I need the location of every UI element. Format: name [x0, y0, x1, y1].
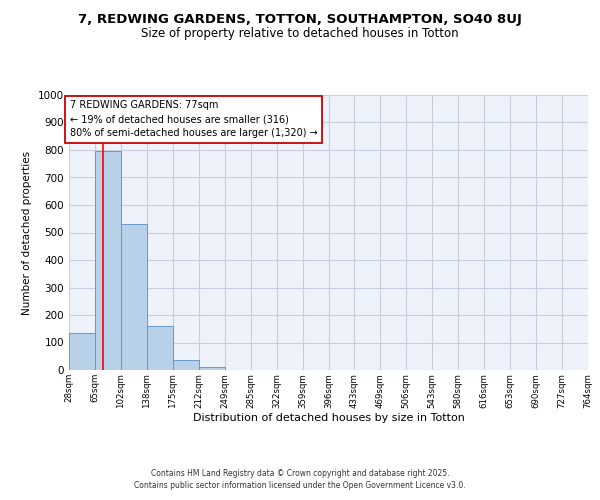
Text: Contains HM Land Registry data © Crown copyright and database right 2025.
Contai: Contains HM Land Registry data © Crown c…: [134, 469, 466, 490]
Y-axis label: Number of detached properties: Number of detached properties: [22, 150, 32, 314]
Text: Size of property relative to detached houses in Totton: Size of property relative to detached ho…: [141, 28, 459, 40]
Bar: [147, 326, 173, 370]
Bar: [121, 224, 147, 370]
Bar: [199, 366, 224, 370]
Bar: [95, 152, 121, 370]
X-axis label: Distribution of detached houses by size in Totton: Distribution of detached houses by size …: [193, 413, 464, 423]
Bar: [173, 360, 199, 370]
Text: 7, REDWING GARDENS, TOTTON, SOUTHAMPTON, SO40 8UJ: 7, REDWING GARDENS, TOTTON, SOUTHAMPTON,…: [78, 12, 522, 26]
Text: 7 REDWING GARDENS: 77sqm
← 19% of detached houses are smaller (316)
80% of semi-: 7 REDWING GARDENS: 77sqm ← 19% of detach…: [70, 100, 317, 138]
Bar: [69, 333, 95, 370]
